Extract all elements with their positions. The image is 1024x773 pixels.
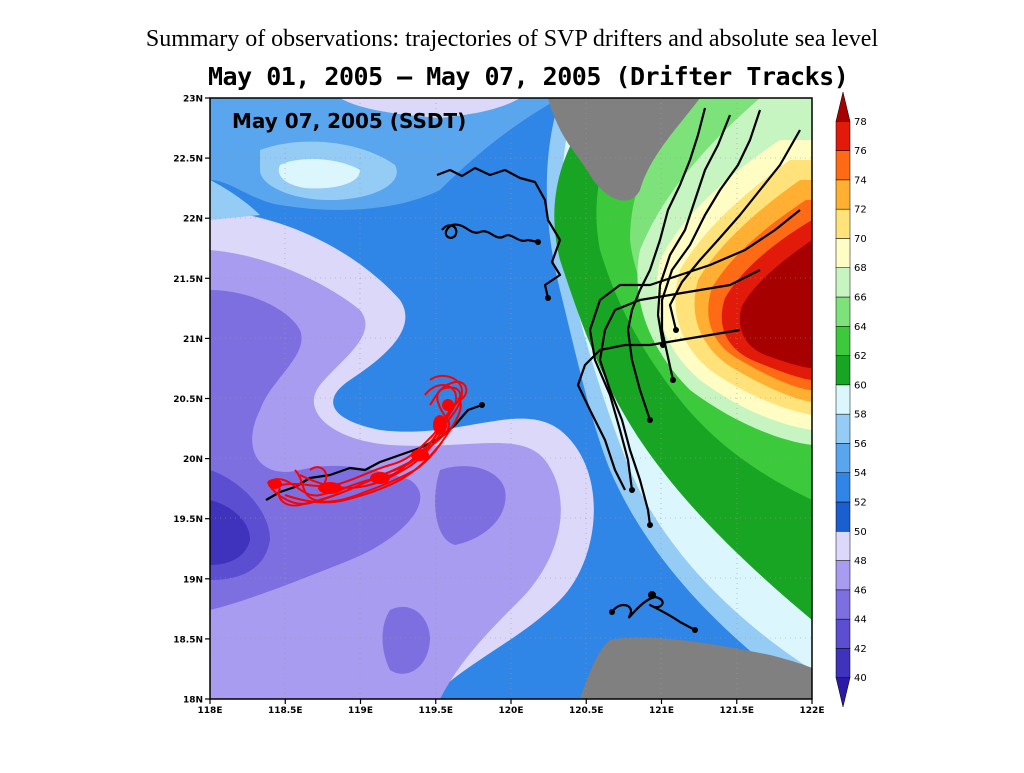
longitude-axis: 118E 118.5E 119E 119.5E 120E 120.5E 121E 121.5E… [198, 699, 825, 716]
lon-tick-label: 121E [649, 706, 674, 716]
colorbar-label: 58 [854, 410, 867, 421]
colorbar-label: 66 [854, 293, 867, 304]
colorbar-label: 74 [854, 175, 867, 186]
lat-tick-label: 19.5N [173, 515, 203, 525]
lat-tick-label: 20N [183, 455, 203, 465]
colorbar-label: 52 [854, 498, 867, 509]
colorbar-segment [835, 531, 851, 561]
colorbar-label: 48 [854, 556, 867, 567]
lon-tick-label: 119E [348, 706, 373, 716]
colorbar-label: 62 [854, 351, 867, 362]
colorbar-label: 54 [854, 468, 867, 479]
lat-tick-label: 21.5N [173, 275, 203, 285]
colorbar-segment [835, 267, 851, 298]
colorbar-label: 78 [854, 117, 867, 128]
colorbar-label: 42 [854, 644, 867, 655]
figure-title: May 01, 2005 – May 07, 2005 (Drifter Tra… [208, 62, 849, 91]
colorbar-segment [835, 384, 851, 415]
lat-tick-label: 18.5N [173, 635, 203, 645]
lat-tick-label: 19N [183, 575, 203, 585]
lon-tick-label: 120E [499, 706, 524, 716]
lon-tick-label: 120.5E [569, 706, 604, 716]
colorbar-label: 44 [854, 615, 867, 626]
colorbar-segment [835, 443, 851, 473]
lon-tick-label: 121.5E [719, 706, 754, 716]
lat-tick-label: 22N [183, 215, 203, 225]
panel-label: May 07, 2005 (SSDT) [232, 109, 466, 133]
colorbar-segment [835, 589, 851, 620]
colorbar-segment [835, 326, 851, 356]
colorbar-segment [835, 208, 851, 239]
colorbar-segment [835, 648, 851, 678]
ssdt-contour-field [210, 98, 812, 699]
lon-tick-label: 119.5E [418, 706, 453, 716]
lat-tick-label: 21N [183, 335, 203, 345]
colorbar-segment [835, 618, 851, 649]
colorbar-label: 70 [854, 234, 867, 245]
colorbar-label: 68 [854, 263, 867, 274]
colorbar-label: 60 [854, 380, 867, 391]
lon-tick-label: 122E [800, 706, 825, 716]
drifter-tracks-black [265, 107, 801, 631]
drifter-endpoints [479, 239, 698, 633]
slide-title: Summary of observations: trajectories of… [145, 26, 879, 52]
colorbar-segment [835, 296, 851, 327]
land-luzon [580, 637, 812, 699]
latitude-axis: 18N 18.5N 19N 19.5N 20N 20.5N 21N 21.5N 22N 22.5N… [173, 95, 210, 706]
drifter-red-blobs [268, 399, 454, 494]
lat-tick-label: 20.5N [173, 395, 203, 405]
colorbar-label: 40 [854, 673, 867, 684]
colorbar-segment [835, 501, 851, 532]
lon-tick-label: 118.5E [268, 706, 303, 716]
colorbar-label: 56 [854, 439, 867, 450]
colorbar-segment [835, 238, 851, 268]
colorbar-segment [835, 413, 851, 444]
colorbar-segment [835, 677, 851, 708]
colorbar-label: 64 [854, 322, 867, 333]
colorbar-segment [835, 121, 851, 151]
colorbar-label: 50 [854, 527, 867, 538]
colorbar-segment [835, 472, 851, 503]
lon-tick-label: 118E [198, 706, 223, 716]
colorbar-label: 72 [854, 205, 867, 216]
colorbar-segment [835, 560, 851, 591]
lat-tick-label: 23N [183, 95, 203, 105]
colorbar-segment [835, 150, 851, 181]
colorbar-label: 76 [854, 146, 867, 157]
colorbar-segment [835, 91, 851, 122]
lat-tick-label: 18N [183, 696, 203, 706]
colorbar-segment [835, 355, 851, 386]
colorbar-segment [835, 179, 851, 210]
colorbar-label: 46 [854, 585, 867, 596]
lat-tick-label: 22.5N [173, 155, 203, 165]
colorbar: 40 42 44 46 48 50 52 54 56 58 60 62 64 66 68 70 72 74 76 78 [835, 91, 867, 708]
